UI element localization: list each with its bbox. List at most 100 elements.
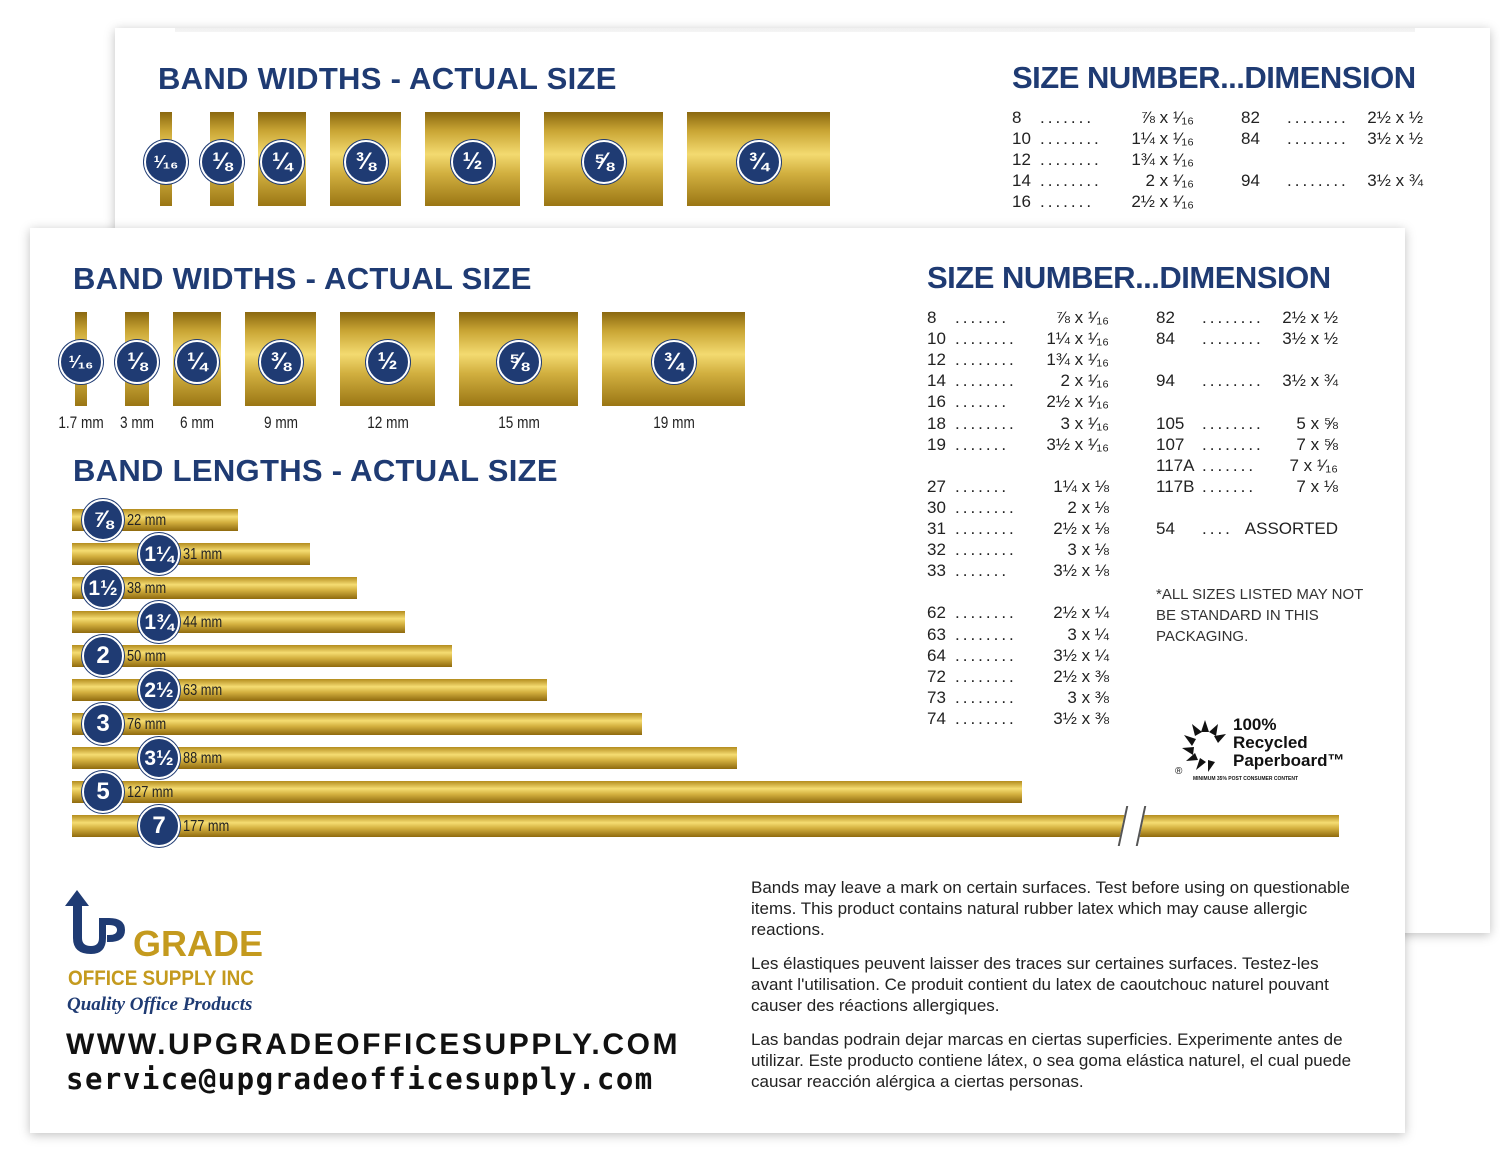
recycled-line-1: 100%	[1233, 715, 1277, 734]
size-number: 94	[1156, 371, 1175, 391]
size-number: 62	[927, 603, 946, 623]
size-number: 84	[1156, 329, 1175, 349]
size-row: 107........ 7 x ⅝	[1156, 435, 1338, 455]
length-circle: 5	[82, 771, 124, 813]
recycled-fine-print: MINIMUM 35% POST CONSUMER CONTENT	[1193, 776, 1299, 782]
length-mm-label: 63 mm	[183, 682, 223, 699]
size-dots: ........	[955, 413, 1017, 433]
size-dimension: 3 x ¹⁄₁₆	[1060, 413, 1110, 433]
size-dots: ........	[1040, 129, 1102, 149]
size-dots: .......	[1202, 455, 1257, 475]
size-row: 10........ 1¼ x ¹⁄₁₆	[1012, 129, 1194, 149]
size-number: 14	[927, 371, 946, 391]
recycled-line-3: Paperboard™	[1233, 751, 1345, 770]
size-row: 82........ 2½ x ½	[1241, 108, 1423, 128]
size-row: 12........ 1¾ x ¹⁄₁₆	[1012, 150, 1194, 170]
size-number: 74	[927, 708, 946, 728]
size-number: 14	[1012, 171, 1031, 191]
size-number: 117B	[1156, 476, 1195, 496]
width-mm-label: 1.7 mm	[58, 413, 104, 432]
size-row: 84........ 3½ x ½	[1241, 129, 1423, 149]
length-bar	[72, 747, 737, 769]
size-dimension: 1¼ x ¹⁄₁₆	[1046, 329, 1109, 349]
size-dots: .......	[1040, 192, 1095, 212]
size-dots: ........	[955, 329, 1017, 349]
size-row: 30........ 2 x ⅛	[927, 498, 1109, 518]
size-number: 19	[927, 434, 946, 454]
size-number: 10	[927, 329, 946, 349]
size-number: 16	[927, 392, 946, 412]
size-number: 82	[1241, 108, 1260, 127]
size-dimension: 7 x ⅝	[1296, 434, 1338, 454]
size-number: 107	[1156, 434, 1185, 454]
size-dots: ........	[955, 603, 1017, 623]
size-number: 64	[927, 645, 946, 665]
length-bar	[72, 713, 642, 735]
size-dots: ........	[1202, 434, 1264, 454]
website-link[interactable]: WWW.UPGRADEOFFICESUPPLY.COM	[66, 1028, 681, 1061]
size-number: 12	[927, 350, 946, 370]
back-size-table-title: SIZE NUMBER...DIMENSION	[1012, 60, 1416, 95]
length-circle: 3½	[138, 737, 180, 779]
size-dimension: 2 x ¹⁄₁₆	[1145, 171, 1195, 191]
size-row: 63........ 3 x ¼	[927, 625, 1109, 645]
length-mm-label: 76 mm	[127, 716, 167, 733]
width-mm-label: 12 mm	[366, 413, 409, 432]
size-row: 64........ 3½ x ¼	[927, 646, 1109, 666]
size-row: 14........ 2 x ¹⁄₁₆	[1012, 171, 1194, 191]
size-dimension: 7 x ¹⁄₁₆	[1289, 455, 1339, 475]
size-dimension: 2 x ¹⁄₁₆	[1060, 371, 1110, 391]
size-dimension: 3½ x ⅛	[1053, 561, 1109, 581]
length-bar	[72, 645, 452, 667]
size-dimension: 2½ x ⅜	[1053, 666, 1109, 686]
disclaimer-english: Bands may leave a mark on certain surfac…	[751, 878, 1350, 939]
length-bar	[72, 611, 405, 633]
size-dots: ........	[955, 540, 1017, 560]
email-link[interactable]: service@upgradeofficesupply.com	[66, 1062, 654, 1096]
width-circle: ⅜	[258, 340, 303, 384]
size-number: 117A	[1156, 455, 1195, 475]
size-dimension: 1¼ x ⅛	[1053, 476, 1109, 496]
length-mm-label: 177 mm	[183, 818, 230, 835]
size-number: 105	[1156, 413, 1185, 433]
length-bar	[72, 577, 357, 599]
length-bar	[72, 781, 1022, 803]
size-number: 10	[1012, 129, 1031, 149]
width-mm-label: 9 mm	[263, 413, 298, 432]
size-number: 94	[1241, 171, 1260, 191]
size-dimension: 7 x ⅛	[1296, 476, 1338, 496]
size-dimension: 3½ x ¼	[1053, 645, 1109, 665]
size-number: 8	[927, 308, 937, 327]
length-bar	[72, 815, 1339, 837]
size-dots: .......	[955, 308, 1010, 327]
length-mm-label: 88 mm	[183, 750, 223, 767]
size-dimension: 1¼ x ¹⁄₁₆	[1131, 129, 1194, 149]
size-row: 31........ 2½ x ⅛	[927, 519, 1109, 539]
size-dots: ........	[955, 350, 1017, 370]
size-dots: ....	[1202, 519, 1233, 538]
width-circle: ⅝	[581, 140, 626, 184]
width-circle: ¹⁄₁₆	[144, 140, 188, 184]
size-dimension: 3½ x ¹⁄₁₆	[1046, 434, 1109, 454]
size-dots: .......	[1202, 476, 1257, 496]
size-dots: ........	[955, 371, 1017, 391]
size-number: 82	[1156, 308, 1175, 327]
width-circle: ¹⁄₁₆	[59, 340, 103, 384]
size-row: 33....... 3½ x ⅛	[927, 561, 1109, 581]
size-dimension: 2 x ⅛	[1067, 497, 1109, 517]
length-circle: 1¾	[138, 601, 180, 643]
length-circle: 1½	[82, 567, 124, 609]
package-flap	[175, 28, 1415, 32]
width-mm-label: 19 mm	[652, 413, 695, 432]
width-circle: ¾	[651, 340, 696, 384]
size-dots: ........	[955, 645, 1017, 665]
length-mm-label: 127 mm	[127, 784, 174, 801]
size-row: 12........ 1¾ x ¹⁄₁₆	[927, 350, 1109, 370]
size-dimension: ⅞ x ¹⁄₁₆	[1055, 308, 1109, 327]
width-circle: ½	[365, 340, 410, 384]
size-row: 32........ 3 x ⅛	[927, 540, 1109, 560]
recycled-paperboard-logo: 100% Recycled Paperboard™ ® MINIMUM 35% …	[1175, 716, 1365, 788]
size-dots: ........	[1202, 413, 1264, 433]
size-number: 30	[927, 497, 946, 517]
size-row: 105........ 5 x ⅝	[1156, 414, 1338, 434]
